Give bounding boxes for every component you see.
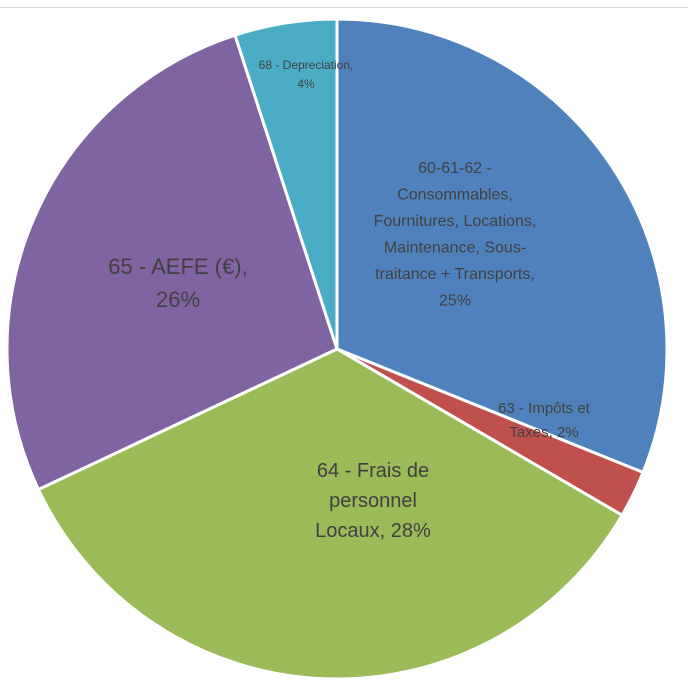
slice-label-line: 63 - Impôts et <box>498 400 591 417</box>
slice-label-line: Consommables, <box>397 187 513 204</box>
slice-label-impots-taxes: 63 - Impôts et Taxes, 2% <box>498 400 591 441</box>
slice-label-line: 68 - Depreciation, <box>259 58 354 72</box>
pie-labels: 60-61-62 - Consommables, Fournitures, Loca… <box>108 58 590 542</box>
slice-label-line: 26% <box>156 287 200 312</box>
slice-label-line: traitance + Transports, <box>375 266 535 283</box>
slice-label-line: Fournitures, Locations, <box>374 213 537 230</box>
slice-label-line: 64 - Frais de <box>317 460 429 482</box>
slice-label-frais-personnel: 64 - Frais de personnel Locaux, 28% <box>315 460 431 542</box>
slice-label-line: Locaux, 28% <box>315 520 431 542</box>
top-divider <box>0 7 688 8</box>
slice-label-consommables: 60-61-62 - Consommables, Fournitures, Loca… <box>374 160 537 310</box>
pie-slice-depreciation <box>233 17 339 351</box>
slice-label-line: Maintenance, Sous- <box>384 240 526 257</box>
pie-slice-aefe <box>5 33 339 492</box>
slice-label-line: personnel <box>329 490 417 512</box>
slice-label-line: 25% <box>439 293 471 310</box>
slice-label-line: 4% <box>297 77 315 91</box>
slice-label-line: 65 - AEFE (€), <box>108 254 247 279</box>
slice-label-line: 60-61-62 - <box>418 160 492 177</box>
slice-label-aefe: 65 - AEFE (€), 26% <box>108 254 247 312</box>
slice-label-line: Taxes, 2% <box>509 424 578 441</box>
pie-slice-consommables <box>335 17 669 474</box>
slice-label-depreciation: 68 - Depreciation, 4% <box>259 58 354 91</box>
pie-slices <box>5 17 669 681</box>
pie-slice-frais-personnel <box>36 347 624 681</box>
